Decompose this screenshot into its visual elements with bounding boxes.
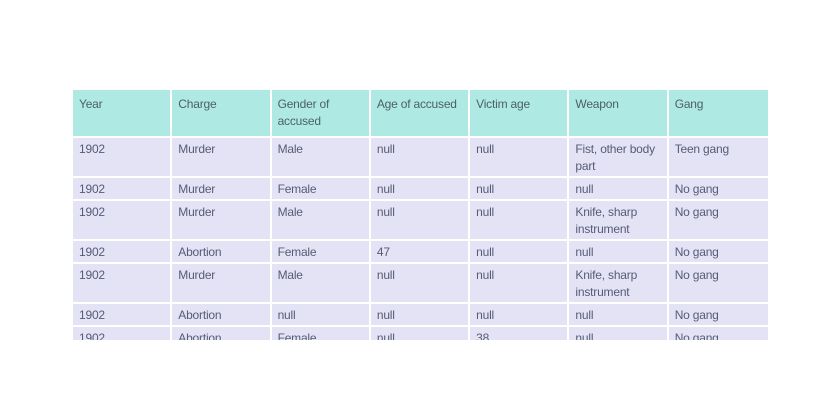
table-cell: Male xyxy=(271,201,371,241)
table-cell: No gang xyxy=(668,304,768,327)
table-cell: null xyxy=(470,241,570,264)
table-cell: 1902 xyxy=(73,201,173,241)
table-cell: null xyxy=(470,304,570,327)
table-row: 1902 Murder Male null null Knife, sharp instr… xyxy=(73,264,768,304)
table-cell: No gang xyxy=(668,201,768,241)
table-cell: null xyxy=(470,138,570,178)
table-cell: null xyxy=(569,178,669,201)
table-cell: null xyxy=(370,138,471,178)
table-cell: null xyxy=(569,327,669,340)
table-cell: 1902 xyxy=(73,327,173,340)
table-cell: No gang xyxy=(668,241,768,264)
table-cell: Male xyxy=(271,264,371,304)
table-cell: 1902 xyxy=(73,304,173,327)
table-body: 1902 Murder Male null null Fist, other body p… xyxy=(73,138,768,340)
table-cell: Abortion xyxy=(172,241,272,264)
table-cell: null xyxy=(569,241,669,264)
table-cell: null xyxy=(470,264,570,304)
table-cell: Female xyxy=(271,241,371,264)
table-cell: Female xyxy=(271,178,371,201)
table-cell: 38 xyxy=(470,327,570,340)
table-cell: No gang xyxy=(668,264,768,304)
table-cell: null xyxy=(370,264,471,304)
table-cell: Knife, sharp instrument xyxy=(569,201,669,241)
data-table-viewport: Year Charge Gender of accused Age of accuse… xyxy=(73,90,768,340)
table-header-row: Year Charge Gender of accused Age of accuse… xyxy=(73,90,768,138)
table-cell: null xyxy=(370,178,471,201)
table-cell: Murder xyxy=(172,201,272,241)
column-header: Victim age xyxy=(470,90,570,138)
table-cell: null xyxy=(569,304,669,327)
column-header: Gang xyxy=(668,90,768,138)
table-cell: null xyxy=(470,201,570,241)
table-header: Year Charge Gender of accused Age of accuse… xyxy=(73,90,768,138)
table-cell: Female xyxy=(271,327,371,340)
table-cell: null xyxy=(470,178,570,201)
table-row: 1902 Murder Male null null Fist, other body p… xyxy=(73,138,768,178)
table-cell: null xyxy=(370,201,471,241)
table-cell: Murder xyxy=(172,264,272,304)
column-header: Year xyxy=(73,90,173,138)
table-cell: Abortion xyxy=(172,327,272,340)
table-row: 1902 Abortion Female null 38 null No gang xyxy=(73,327,768,340)
table-row: 1902 Abortion Female 47 null null No gang xyxy=(73,241,768,264)
table-row: 1902 Abortion null null null null No gang xyxy=(73,304,768,327)
table-cell: Knife, sharp instrument xyxy=(569,264,669,304)
table-row: 1902 Murder Female null null null No gang xyxy=(73,178,768,201)
column-header: Charge xyxy=(172,90,272,138)
table-cell: Fist, other body part xyxy=(569,138,669,178)
table-cell: 1902 xyxy=(73,264,173,304)
column-header: Gender of accused xyxy=(271,90,371,138)
table-cell: No gang xyxy=(668,327,768,340)
table-cell: Male xyxy=(271,138,371,178)
table-cell: Teen gang xyxy=(668,138,768,178)
table-cell: Murder xyxy=(172,178,272,201)
table-cell: No gang xyxy=(668,178,768,201)
table-cell: null xyxy=(271,304,371,327)
table-row: 1902 Murder Male null null Knife, sharp instr… xyxy=(73,201,768,241)
column-header: Age of accused xyxy=(370,90,471,138)
table-cell: 47 xyxy=(370,241,471,264)
data-table: Year Charge Gender of accused Age of accuse… xyxy=(73,90,768,340)
table-cell: null xyxy=(370,304,471,327)
table-cell: 1902 xyxy=(73,138,173,178)
table-cell: Murder xyxy=(172,138,272,178)
table-cell: 1902 xyxy=(73,241,173,264)
column-header: Weapon xyxy=(569,90,669,138)
table-cell: 1902 xyxy=(73,178,173,201)
table-cell: null xyxy=(370,327,471,340)
table-cell: Abortion xyxy=(172,304,272,327)
